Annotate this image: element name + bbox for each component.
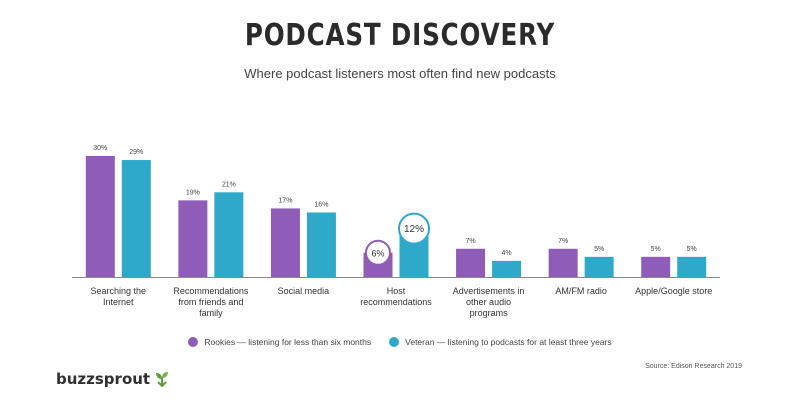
data-label-rookies-6: 5% [651, 246, 661, 253]
data-label-veteran-1: 21% [222, 181, 236, 188]
bar-rookies-5 [548, 248, 578, 277]
category-label-1-line-0: Recommendations [173, 286, 249, 296]
category-label-0-line-0: Searching the [91, 286, 147, 296]
category-label-4-line-1: other audio [466, 297, 511, 307]
category-label-2-line-0: Social media [278, 286, 330, 296]
category-label-4-line-0: Advertisements in [453, 286, 525, 296]
chart-title: PODCAST DISCOVERY [244, 18, 556, 53]
category-label-0-line-1: Internet [103, 297, 134, 307]
bar-rookies-1 [178, 200, 208, 277]
data-label-rookies-5: 7% [558, 238, 568, 245]
data-label-rookies-0: 30% [93, 145, 107, 152]
legend: Rookies — listening for less than six mo… [0, 337, 800, 347]
legend-swatch-rookies [188, 337, 199, 347]
legend-item-rookies: Rookies — listening for less than six mo… [188, 337, 371, 347]
category-label-1-line-1: from friends and [178, 297, 243, 307]
brand-logo: buzzsprout [56, 370, 170, 388]
bar-rookies-4 [456, 248, 486, 277]
bar-veteran-2 [306, 212, 336, 277]
legend-label-rookies: Rookies — listening for less than six mo… [204, 337, 372, 347]
legend-item-veteran: Veteran — listening to podcasts for at l… [389, 337, 612, 347]
bar-rookies-2 [270, 208, 300, 277]
category-label-4-line-2: programs [470, 308, 509, 318]
category-label-6-line-0: Apple/Google store [635, 286, 712, 296]
data-label-rookies-3: 6% [371, 248, 384, 258]
sprout-icon [156, 372, 169, 387]
brand-name: buzzsprout [56, 370, 151, 388]
category-label-5-line-0: AM/FM radio [555, 286, 607, 296]
data-label-rookies-1: 19% [186, 189, 200, 196]
bar-rookies-0 [85, 156, 115, 277]
data-label-veteran-0: 29% [129, 149, 143, 156]
bar-veteran-1 [214, 192, 244, 277]
chart-subtitle: Where podcast listeners most often find … [244, 66, 556, 81]
category-label-3-line-0: Host [387, 286, 406, 296]
highlight-circle-rookies [365, 239, 391, 266]
source-note: Source: Edison Research 2019 [645, 363, 742, 370]
category-label-1-line-2: family [199, 308, 223, 318]
data-label-veteran-4: 4% [502, 250, 512, 257]
data-label-rookies-4: 7% [466, 238, 476, 245]
bar-rookies-6 [641, 256, 671, 277]
data-label-rookies-2: 17% [278, 197, 292, 204]
data-label-veteran-2: 16% [314, 201, 328, 208]
highlight-circle-veteran [398, 212, 430, 245]
legend-label-veteran: Veteran — listening to podcasts for at l… [405, 337, 612, 347]
bar-veteran-5 [584, 256, 614, 277]
data-label-veteran-6: 5% [687, 246, 697, 253]
category-label-3-line-1: recommendations [360, 297, 432, 307]
data-label-veteran-5: 5% [594, 246, 604, 253]
bar-veteran-0 [121, 160, 151, 277]
bar-veteran-6 [677, 256, 707, 277]
bar-veteran-4 [492, 260, 522, 277]
data-label-veteran-3: 12% [404, 224, 424, 235]
legend-swatch-veteran [389, 337, 400, 347]
